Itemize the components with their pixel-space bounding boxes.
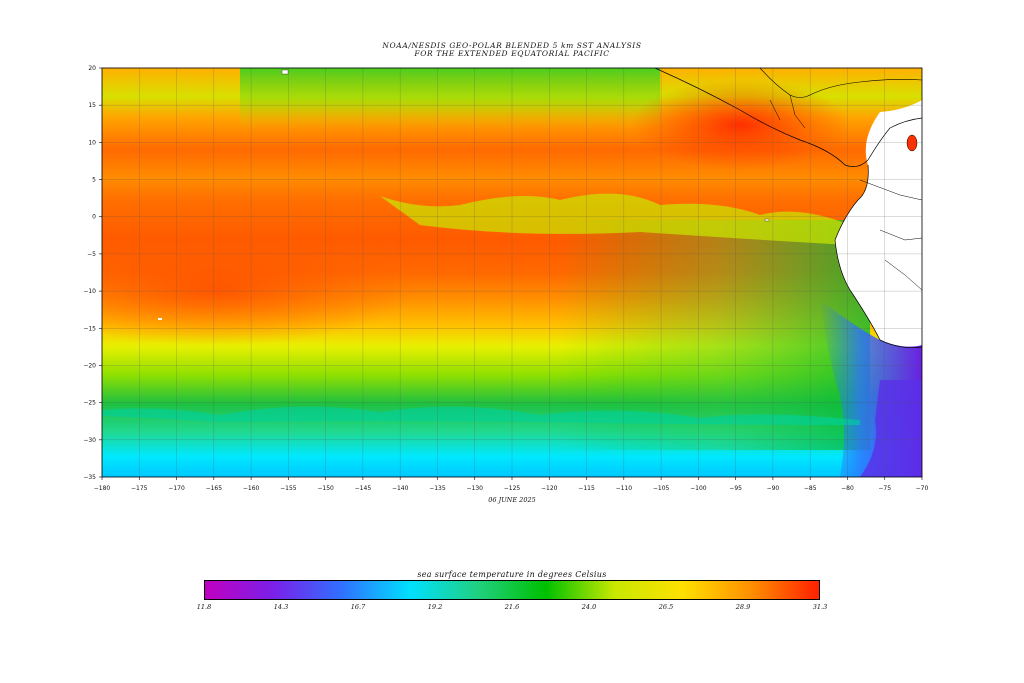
lat-tick-label: −35 bbox=[83, 474, 96, 481]
analysis-date: 06 JUNE 2025 bbox=[488, 496, 536, 504]
sst-field bbox=[102, 68, 922, 477]
map-title-line1: NOAA/NESDIS GEO-POLAR BLENDED 5 km SST A… bbox=[382, 41, 642, 50]
colorbar-tick-label: 11.8 bbox=[196, 603, 212, 611]
lat-tick-label: −5 bbox=[87, 251, 96, 258]
lon-tick-label: −105 bbox=[653, 485, 670, 492]
lat-tick-label: 15 bbox=[88, 102, 96, 109]
lon-tick-label: −110 bbox=[616, 485, 633, 492]
axis-ticks: −180 −175 −170 −165 −160 −155 −150 −145 −140 −135… bbox=[83, 65, 928, 492]
lon-tick-label: −135 bbox=[429, 485, 446, 492]
map-title-line2: FOR THE EXTENDED EQUATORIAL PACIFIC bbox=[414, 49, 610, 58]
graticule bbox=[101, 67, 923, 478]
lon-tick-label: −90 bbox=[767, 485, 780, 492]
lat-tick-label: 10 bbox=[88, 139, 96, 146]
lat-tick-label: 20 bbox=[88, 65, 96, 72]
lon-tick-label: −130 bbox=[466, 485, 483, 492]
lon-tick-label: −180 bbox=[94, 485, 111, 492]
lon-tick-label: −120 bbox=[541, 485, 558, 492]
lon-tick-label: −175 bbox=[131, 485, 148, 492]
lon-tick-label: −160 bbox=[243, 485, 260, 492]
lat-tick-label: −30 bbox=[83, 437, 96, 444]
lat-tick-label: −20 bbox=[83, 362, 96, 369]
colorbar-labels: 11.8 14.3 16.7 19.2 21.6 24.0 26.5 28.9 31.3 bbox=[0, 603, 1024, 613]
colorbar-tick-label: 21.6 bbox=[504, 603, 520, 611]
lon-tick-label: −100 bbox=[690, 485, 707, 492]
lon-tick-label: −70 bbox=[916, 485, 929, 492]
colorbar bbox=[204, 580, 820, 600]
colorbar-tick-label: 16.7 bbox=[350, 603, 366, 611]
lon-tick-label: −95 bbox=[729, 485, 742, 492]
lon-tick-label: −145 bbox=[355, 485, 372, 492]
lon-tick-label: −140 bbox=[392, 485, 409, 492]
colorbar-tick-label: 31.3 bbox=[812, 603, 828, 611]
colorbar-tick-label: 24.0 bbox=[581, 603, 597, 611]
lon-tick-label: −85 bbox=[804, 485, 817, 492]
lat-tick-label: −25 bbox=[83, 400, 96, 407]
lon-tick-label: −150 bbox=[317, 485, 334, 492]
lat-tick-label: −10 bbox=[83, 288, 96, 295]
lat-tick-label: −15 bbox=[83, 325, 96, 332]
lon-tick-label: −80 bbox=[841, 485, 854, 492]
lon-tick-label: −170 bbox=[168, 485, 185, 492]
lon-tick-label: −75 bbox=[878, 485, 891, 492]
lat-tick-label: 5 bbox=[92, 177, 96, 184]
lon-tick-label: −155 bbox=[280, 485, 297, 492]
colorbar-tick-label: 26.5 bbox=[658, 603, 674, 611]
lon-tick-label: −125 bbox=[504, 485, 521, 492]
colorbar-tick-label: 19.2 bbox=[427, 603, 443, 611]
colorbar-title: sea surface temperature in degrees Celsi… bbox=[417, 570, 607, 579]
lon-tick-label: −115 bbox=[578, 485, 595, 492]
colorbar-tick-label: 14.3 bbox=[273, 603, 289, 611]
lat-tick-label: 0 bbox=[92, 214, 96, 221]
colorbar-tick-label: 28.9 bbox=[735, 603, 751, 611]
lon-tick-label: −165 bbox=[206, 485, 223, 492]
